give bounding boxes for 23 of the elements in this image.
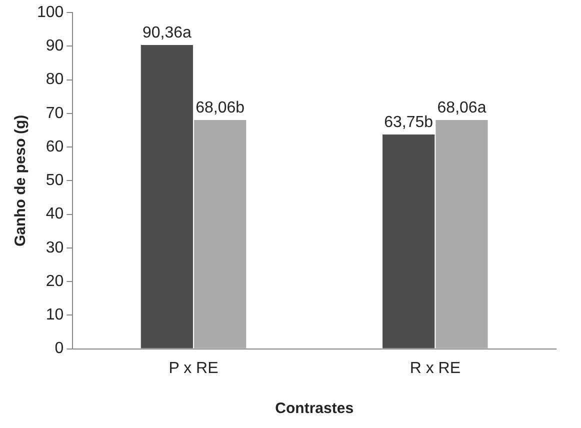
bar bbox=[140, 45, 193, 348]
x-axis-title: Contrastes bbox=[275, 400, 354, 418]
y-tick-label: 80 bbox=[46, 71, 64, 88]
y-tick-label: 20 bbox=[46, 272, 64, 290]
y-tick-label: 90 bbox=[46, 38, 64, 55]
y-tick-label: 100 bbox=[36, 4, 64, 22]
y-axis-title: Ganho de peso (g) bbox=[12, 114, 30, 247]
y-tick-label: 50 bbox=[46, 172, 64, 190]
y-tick-label: 30 bbox=[46, 239, 64, 256]
x-tick-label: P x RE bbox=[168, 360, 218, 377]
bar bbox=[436, 120, 488, 348]
bar bbox=[194, 120, 246, 348]
data-label: 90,36a bbox=[142, 24, 192, 42]
bar bbox=[382, 134, 435, 348]
y-tick-label: 10 bbox=[46, 306, 64, 324]
y-tick-label: 40 bbox=[46, 206, 64, 223]
y-tick-label: 70 bbox=[46, 104, 64, 122]
data-label: 63,75b bbox=[384, 114, 434, 131]
data-label: 68,06a bbox=[437, 99, 486, 116]
x-tick-label: R x RE bbox=[410, 360, 461, 377]
y-tick-label: 0 bbox=[54, 340, 64, 358]
data-label: 68,06b bbox=[196, 99, 245, 116]
y-tick-label: 60 bbox=[46, 138, 64, 156]
